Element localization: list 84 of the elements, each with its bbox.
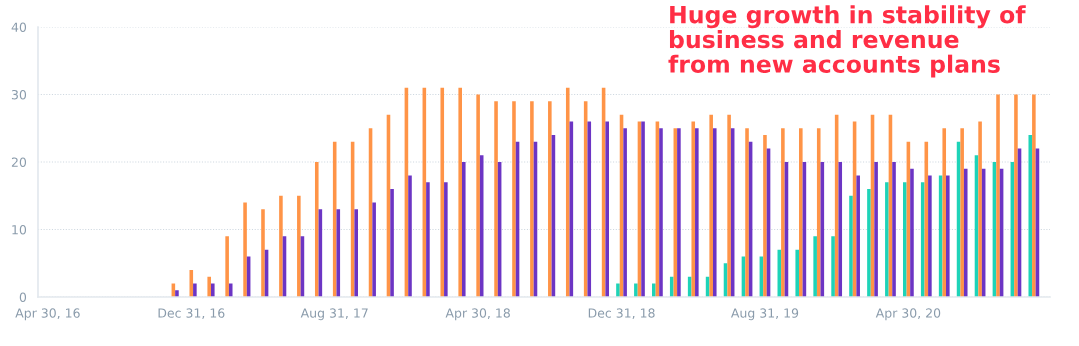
x-tick-label: Dec 31, 18	[588, 308, 655, 320]
bar	[903, 182, 907, 297]
y-tick-label: 10	[12, 224, 27, 235]
bar	[885, 182, 889, 297]
bar	[849, 195, 853, 297]
x-tick-label: Apr 30, 16	[15, 308, 80, 321]
bar	[623, 128, 627, 297]
bar	[892, 162, 896, 297]
bar	[946, 175, 950, 297]
bar	[207, 276, 211, 297]
bar	[942, 128, 947, 297]
bar	[189, 270, 194, 297]
x-tick-label: Apr 30, 20	[875, 308, 941, 321]
bar	[279, 195, 283, 297]
bar	[727, 114, 731, 297]
bar	[390, 189, 394, 297]
bar	[336, 209, 341, 297]
bar	[458, 87, 462, 297]
bar	[816, 128, 821, 297]
bar	[225, 236, 229, 297]
bar	[745, 128, 749, 297]
y-tick-label: 0	[19, 292, 27, 302]
bar	[652, 283, 656, 297]
bar	[605, 121, 609, 297]
x-tick-label: Aug 31, 17	[300, 308, 368, 321]
bar	[261, 209, 265, 297]
bar	[978, 121, 982, 297]
bar	[444, 182, 448, 297]
bar	[838, 162, 843, 297]
x-tick-label: Aug 31, 19	[730, 308, 799, 321]
y-tick-label: 40	[11, 22, 27, 32]
bar	[677, 128, 681, 297]
bar	[874, 162, 878, 297]
bar	[243, 202, 247, 297]
bar	[963, 168, 968, 297]
bar	[565, 87, 570, 297]
bar	[211, 283, 215, 297]
bar	[669, 276, 674, 297]
bar	[426, 182, 430, 297]
bar	[297, 195, 301, 297]
bar	[372, 202, 376, 297]
bar	[440, 87, 445, 297]
bar	[354, 209, 358, 297]
bar	[856, 175, 860, 297]
bar	[314, 162, 319, 297]
bar	[634, 283, 638, 297]
bar	[691, 121, 696, 297]
bar	[616, 283, 620, 297]
y-tick-label: 20	[11, 157, 27, 167]
bar	[548, 101, 552, 297]
bar	[795, 249, 800, 297]
bar	[960, 128, 964, 297]
x-tick-label: Apr 30, 18	[445, 308, 510, 321]
bar	[709, 114, 713, 297]
bar	[461, 162, 466, 297]
bar	[587, 121, 592, 297]
bar	[193, 283, 197, 297]
bar	[659, 128, 663, 297]
bar	[1032, 94, 1036, 297]
bar	[781, 128, 785, 297]
bar	[920, 182, 925, 297]
bar	[763, 135, 767, 297]
bar	[530, 101, 534, 297]
bar	[1014, 94, 1018, 297]
bar	[799, 128, 803, 297]
bar	[928, 175, 932, 297]
bar	[228, 283, 233, 297]
bar	[910, 168, 914, 297]
bar	[476, 94, 480, 297]
bar	[867, 189, 871, 297]
y-tick-label: 30	[11, 89, 27, 100]
x-tick-label: Dec 31, 16	[158, 308, 225, 320]
bar	[494, 101, 498, 297]
bar	[512, 101, 516, 297]
annotation: Huge growth in stability of business and revenue from new accounts plans	[668, 5, 1026, 78]
bar	[695, 128, 699, 297]
bar	[408, 175, 412, 297]
bar	[1028, 135, 1033, 297]
bar	[175, 290, 179, 297]
bar	[712, 128, 717, 297]
bar	[641, 121, 645, 297]
bar	[813, 236, 817, 297]
bar	[831, 236, 835, 297]
bar	[996, 94, 1000, 297]
